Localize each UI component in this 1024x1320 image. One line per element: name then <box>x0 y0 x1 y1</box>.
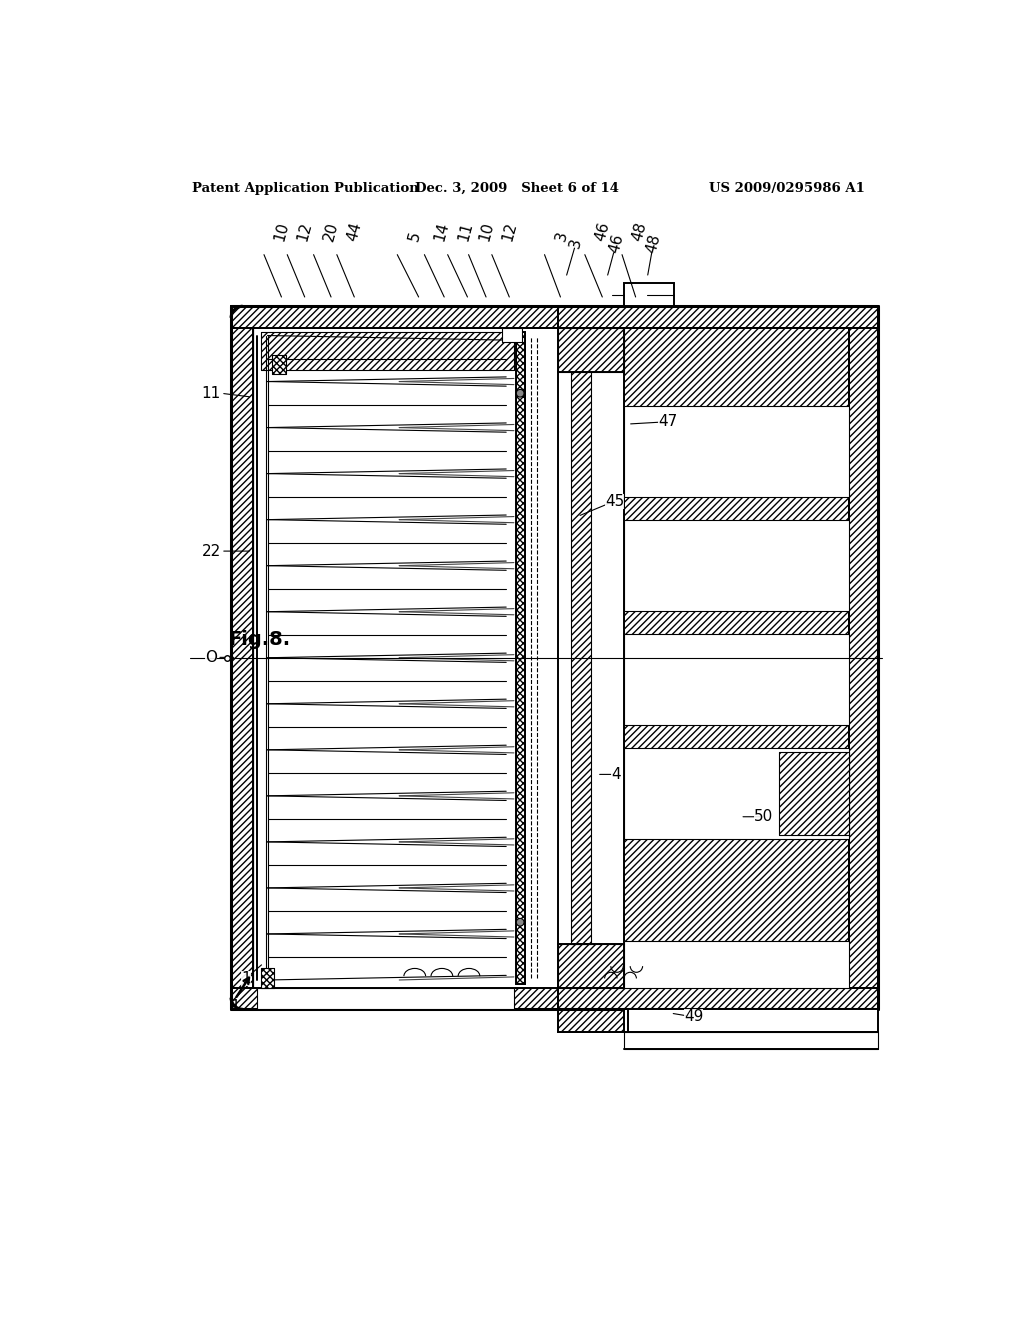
Text: 10: 10 <box>271 220 291 243</box>
Text: 1: 1 <box>241 972 251 986</box>
Bar <box>624 941 849 987</box>
Text: 3: 3 <box>554 230 570 243</box>
Text: Patent Application Publication: Patent Application Publication <box>191 182 418 194</box>
Bar <box>558 327 624 372</box>
Text: 5: 5 <box>407 230 423 243</box>
Bar <box>515 331 524 983</box>
Bar <box>624 635 849 725</box>
Bar <box>231 306 558 327</box>
Bar <box>624 327 849 987</box>
Bar <box>231 306 558 327</box>
Bar <box>272 355 286 374</box>
Text: 50: 50 <box>754 809 773 824</box>
Bar <box>624 327 849 987</box>
Bar <box>558 944 624 987</box>
Bar <box>558 327 624 372</box>
Bar <box>558 987 879 1010</box>
Text: Dec. 3, 2009   Sheet 6 of 14: Dec. 3, 2009 Sheet 6 of 14 <box>415 182 618 194</box>
Bar <box>558 306 879 327</box>
Text: 12: 12 <box>295 220 314 243</box>
Bar <box>624 1032 879 1049</box>
Text: 45: 45 <box>605 494 625 508</box>
Bar <box>779 752 849 836</box>
Bar <box>558 306 879 327</box>
Text: 1: 1 <box>230 999 240 1014</box>
Circle shape <box>516 389 524 397</box>
Text: 11: 11 <box>202 385 221 401</box>
Text: 22: 22 <box>202 544 221 558</box>
Bar <box>624 284 675 306</box>
Text: 46: 46 <box>606 232 626 255</box>
Text: O: O <box>205 649 217 665</box>
Text: 4: 4 <box>611 767 622 781</box>
Bar <box>779 752 849 836</box>
Bar <box>260 969 274 987</box>
Bar <box>624 407 849 498</box>
Bar <box>231 987 558 1010</box>
Text: US 2009/0295986 A1: US 2009/0295986 A1 <box>710 182 865 194</box>
Text: 14: 14 <box>432 220 452 243</box>
Bar <box>624 748 849 840</box>
Bar <box>558 1010 628 1032</box>
Bar <box>260 331 514 370</box>
Text: 12: 12 <box>500 220 519 243</box>
Text: 48: 48 <box>630 220 649 243</box>
Text: 11: 11 <box>456 220 475 243</box>
Text: 49: 49 <box>684 1010 703 1024</box>
Text: Fig.8.: Fig.8. <box>228 630 291 649</box>
Bar <box>503 327 521 342</box>
Text: 20: 20 <box>322 220 341 243</box>
Bar <box>260 331 514 370</box>
Circle shape <box>516 919 524 927</box>
Text: 46: 46 <box>593 220 612 243</box>
Bar <box>231 327 253 987</box>
Bar <box>624 520 849 611</box>
Bar <box>272 355 286 374</box>
Bar <box>503 327 521 342</box>
Text: 47: 47 <box>657 414 677 429</box>
Bar <box>515 331 524 983</box>
Bar <box>571 372 591 944</box>
Text: 3: 3 <box>567 236 585 249</box>
Bar <box>260 969 274 987</box>
Bar <box>231 327 253 987</box>
Bar <box>624 1010 879 1032</box>
Bar <box>849 327 879 987</box>
Bar <box>571 372 591 944</box>
Bar <box>558 1010 628 1032</box>
Bar <box>257 987 514 1010</box>
Text: 44: 44 <box>344 220 365 243</box>
Bar <box>849 327 879 987</box>
Text: 48: 48 <box>644 232 664 255</box>
Bar <box>558 987 879 1010</box>
Bar <box>558 944 624 987</box>
Text: 10: 10 <box>476 220 496 243</box>
Bar <box>231 987 558 1010</box>
